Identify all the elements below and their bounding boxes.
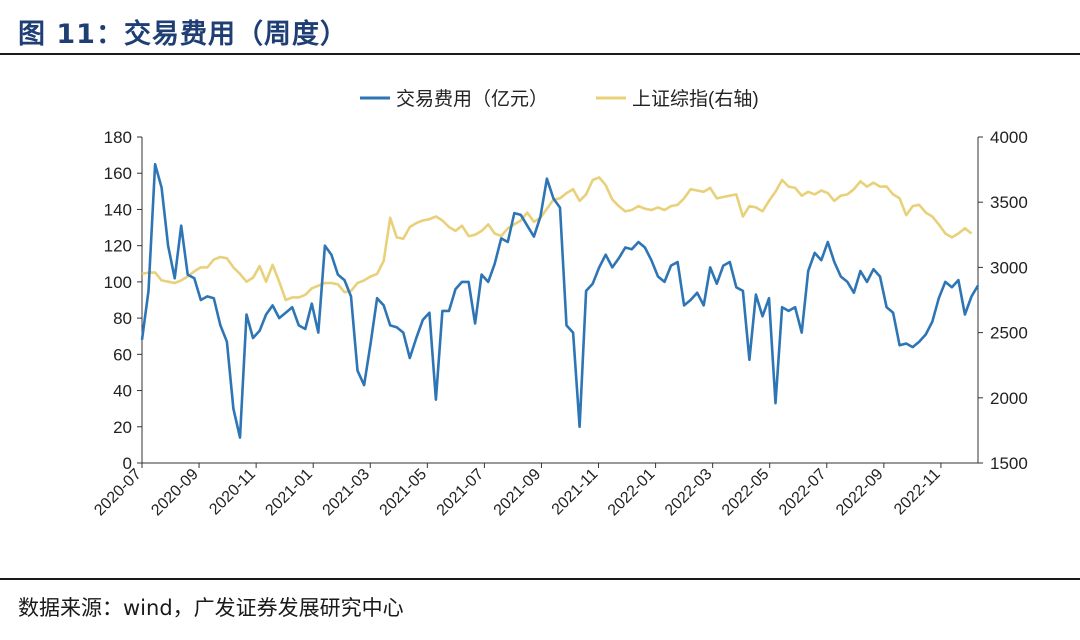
left-tick-label: 160 [104, 164, 132, 183]
left-tick-label: 60 [113, 345, 132, 364]
x-tick-label: 2021-05 [377, 466, 431, 520]
right-tick-label: 4000 [990, 128, 1028, 147]
right-tick-label: 2500 [990, 324, 1028, 343]
x-tick-label: 2021-07 [434, 466, 488, 520]
left-tick-label: 80 [113, 309, 132, 328]
x-tick-label: 2022-11 [891, 466, 944, 519]
left-tick-label: 20 [113, 418, 132, 437]
legend-label: 上证综指(右轴) [632, 88, 759, 110]
x-tick-label: 2022-05 [719, 466, 773, 520]
x-tick-label: 2022-03 [662, 466, 716, 520]
right-tick-label: 1500 [990, 454, 1028, 473]
x-tick-label: 2021-03 [320, 466, 374, 520]
line-chart: 交易费用（亿元） 上证综指(右轴) 0 20 40 60 80 100 120 140 160 18… [91, 88, 1028, 520]
x-tick-label: 2020-07 [91, 466, 145, 520]
left-tick-label: 180 [104, 128, 132, 147]
left-tick-label: 0 [123, 454, 132, 473]
bottom-rule [0, 578, 1080, 580]
figure-title: 图 11：交易费用（周度） [18, 19, 348, 50]
legend-label: 交易费用（亿元） [396, 88, 548, 110]
x-tick-label: 2022-09 [833, 466, 887, 520]
right-tick-label: 3500 [990, 193, 1028, 212]
source-note: 数据来源：wind，广发证券发展研究中心 [18, 596, 404, 620]
right-tick-label: 2000 [990, 389, 1028, 408]
x-tick-label: 2021-01 [262, 466, 316, 520]
right-tick-label: 3000 [990, 258, 1028, 277]
x-tick-label: 2020-09 [148, 466, 202, 520]
x-tick-label: 2021-11 [549, 466, 602, 519]
x-tick-label: 2022-07 [776, 466, 830, 520]
x-tick-label: 2022-01 [605, 466, 659, 520]
series-line-index [141, 176, 973, 302]
chart-legend: 交易费用（亿元） 上证综指(右轴) [360, 88, 759, 110]
left-tick-label: 120 [104, 237, 132, 256]
chart-series [140, 162, 980, 439]
left-tick-label: 40 [113, 382, 132, 401]
x-tick-label: 2020-11 [206, 466, 259, 519]
top-rule [0, 53, 1080, 55]
left-tick-label: 140 [104, 200, 132, 219]
x-tick-label: 2021-09 [491, 466, 545, 520]
series-line-fees [140, 162, 980, 439]
left-tick-label: 100 [104, 273, 132, 292]
